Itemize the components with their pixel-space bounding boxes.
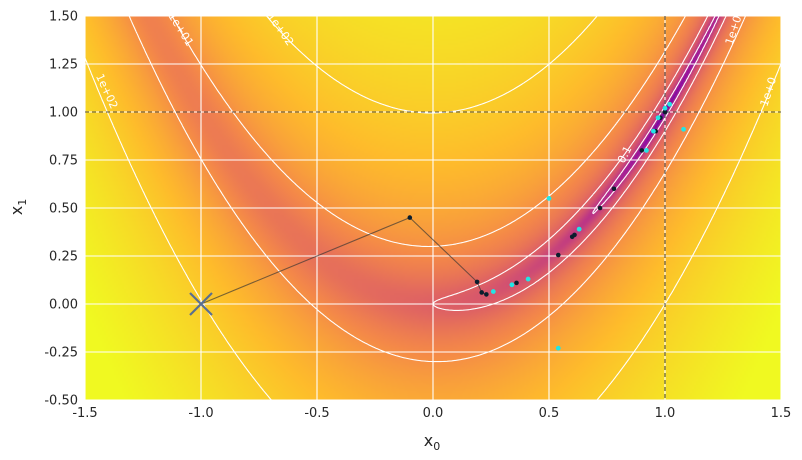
x-tick-label: 0.0 xyxy=(423,406,444,421)
sample-point xyxy=(525,276,531,282)
sample-point xyxy=(655,115,661,121)
y-tick-label: 0.50 xyxy=(49,202,78,217)
contour-line xyxy=(592,16,720,215)
contour-line xyxy=(432,16,727,311)
y-tick-label: 1.50 xyxy=(49,10,78,25)
x-tick-label: 0.5 xyxy=(539,406,560,421)
y-tick-label: 0.75 xyxy=(49,154,78,169)
contour-line xyxy=(128,16,746,363)
iterate-point xyxy=(611,186,617,192)
iterate-point xyxy=(662,109,668,115)
reference-lines xyxy=(85,16,781,400)
sample-point xyxy=(509,282,515,288)
contour-lines xyxy=(85,16,781,400)
iterate-point xyxy=(474,279,480,285)
sample-point xyxy=(546,196,552,201)
iterate-point xyxy=(572,232,577,238)
sample-points xyxy=(407,101,686,351)
x-tick-label: 1.5 xyxy=(771,406,792,421)
x-tick-labels: -1.5 -1.0 -0.5 0.0 0.5 1.0 1.5 xyxy=(72,406,791,421)
iterate-point xyxy=(555,252,561,258)
x-tick-label: -0.5 xyxy=(304,406,329,421)
x-tick-label: -1.5 xyxy=(72,406,97,421)
sample-point xyxy=(555,345,561,351)
y-tick-label: 1.00 xyxy=(49,106,78,121)
start-marker xyxy=(189,292,213,316)
start-marker-stroke xyxy=(189,292,213,316)
sample-point xyxy=(651,128,656,134)
iterate-point xyxy=(597,205,603,211)
sample-point xyxy=(662,105,668,111)
sample-point xyxy=(681,126,686,132)
y-axis-label: x1 xyxy=(7,199,29,215)
sample-point xyxy=(490,289,496,294)
iterate-point xyxy=(479,290,485,295)
y-tick-label: -0.25 xyxy=(44,346,78,361)
y-tick-label: 0.00 xyxy=(49,298,78,313)
iterate-point xyxy=(407,215,413,220)
x-axis-label: x0 xyxy=(424,431,440,453)
y-tick-label: 1.25 xyxy=(49,58,78,73)
sample-point xyxy=(644,148,649,153)
iterate-point xyxy=(639,148,645,153)
y-tick-label: -0.50 xyxy=(44,394,78,409)
y-tick-labels: -0.50 -0.25 0.00 0.25 0.50 0.75 1.00 1.25 1.50 xyxy=(44,10,78,409)
sample-point xyxy=(576,226,582,232)
sample-point xyxy=(667,101,673,107)
iterate-point xyxy=(514,280,519,286)
x-tick-label: -1.0 xyxy=(188,406,213,421)
iterate-point xyxy=(484,292,489,297)
x-tick-label: 1.0 xyxy=(655,406,676,421)
y-tick-label: 0.25 xyxy=(49,250,78,265)
contour-line xyxy=(85,16,781,400)
